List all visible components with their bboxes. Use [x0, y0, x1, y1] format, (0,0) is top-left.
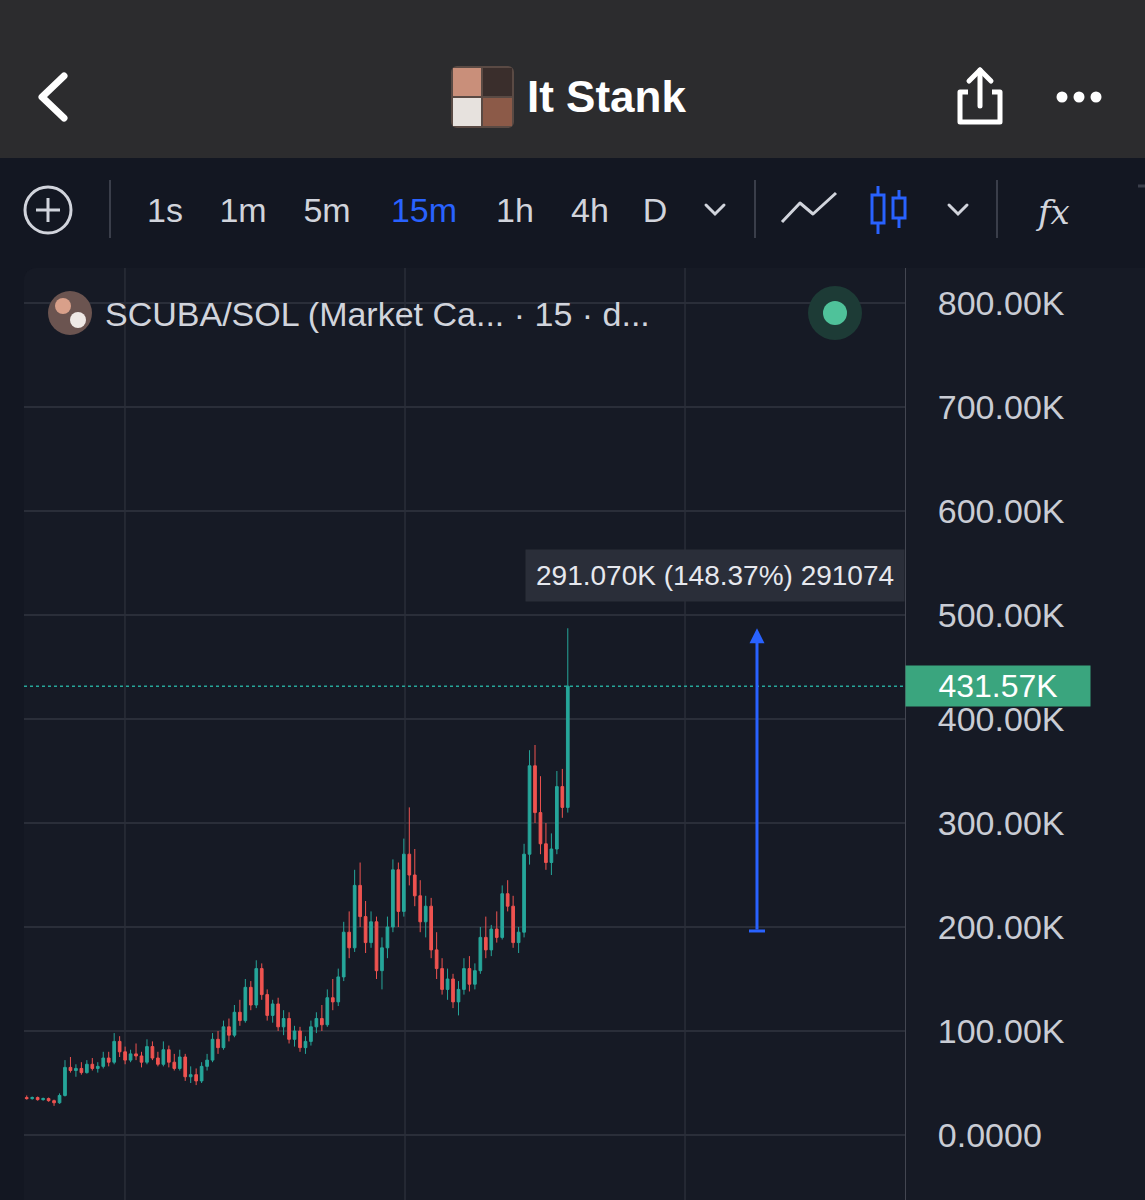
svg-text:0.0000: 0.0000	[938, 1116, 1042, 1154]
svg-text:431.57K: 431.57K	[938, 668, 1057, 704]
svg-text:700.00K: 700.00K	[938, 388, 1065, 426]
svg-text:SCUBA/SOL (Market Ca... · 15 ·: SCUBA/SOL (Market Ca... · 15 · d...	[105, 295, 650, 333]
svg-text:4h: 4h	[571, 191, 609, 229]
svg-text:1m: 1m	[219, 191, 266, 229]
svg-text:15m: 15m	[391, 191, 457, 229]
svg-text:800.00K: 800.00K	[938, 284, 1065, 322]
svg-text:It Stank: It Stank	[527, 72, 686, 121]
svg-text:500.00K: 500.00K	[938, 596, 1065, 634]
svg-text:100.00K: 100.00K	[938, 1012, 1065, 1050]
svg-text:fx: fx	[1035, 192, 1070, 232]
svg-text:D: D	[643, 191, 668, 229]
svg-text:1h: 1h	[496, 191, 534, 229]
svg-text:600.00K: 600.00K	[938, 492, 1065, 530]
svg-text:200.00K: 200.00K	[938, 908, 1065, 946]
svg-text:300.00K: 300.00K	[938, 804, 1065, 842]
svg-text:291.070K (148.37%) 291074: 291.070K (148.37%) 291074	[536, 560, 894, 591]
svg-text:400.00K: 400.00K	[938, 700, 1065, 738]
svg-text:5m: 5m	[303, 191, 350, 229]
svg-text:1s: 1s	[147, 191, 183, 229]
